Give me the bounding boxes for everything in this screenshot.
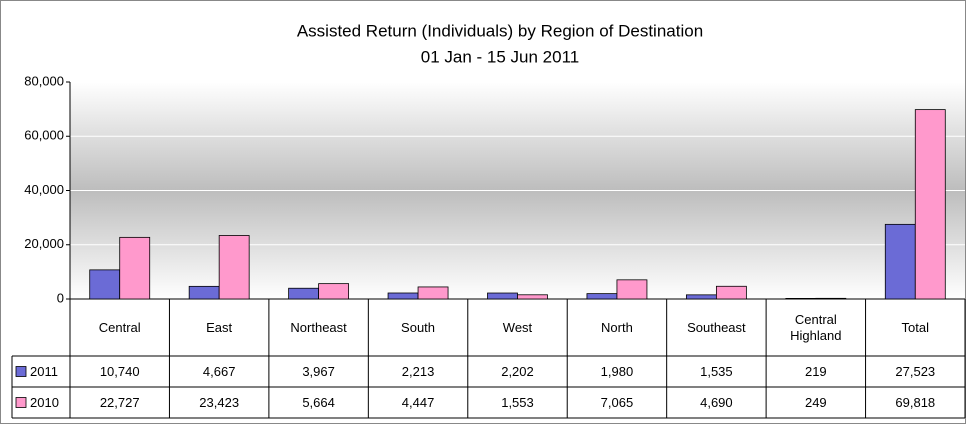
table-value: 1,553 bbox=[501, 395, 534, 410]
x-tick-label-box: Northeast bbox=[290, 319, 347, 335]
table-value: 7,065 bbox=[601, 395, 634, 410]
x-tick-label-box: Central Highland bbox=[790, 311, 842, 343]
table-value: 23,423 bbox=[199, 395, 239, 410]
x-tick-label: East bbox=[206, 319, 233, 335]
bar bbox=[914, 109, 946, 300]
bar bbox=[119, 236, 151, 300]
x-tick-label-box: Central bbox=[98, 319, 141, 335]
table-value: 22,727 bbox=[100, 395, 140, 410]
table-value: 249 bbox=[805, 395, 827, 410]
x-tick-label: West bbox=[502, 319, 533, 335]
table-value: 2,213 bbox=[402, 364, 435, 379]
x-tick-label: South bbox=[401, 319, 436, 335]
bar bbox=[517, 294, 548, 300]
bar bbox=[785, 298, 817, 300]
table-value: 4,667 bbox=[203, 364, 236, 379]
bar bbox=[89, 269, 121, 300]
bar bbox=[188, 285, 220, 300]
table-value: 69,818 bbox=[895, 395, 935, 410]
table-value: 5,664 bbox=[302, 395, 335, 410]
legend-label: 2011 bbox=[30, 364, 58, 379]
x-tick-label: Northeast bbox=[290, 319, 347, 335]
x-tick-label: Central Highland bbox=[790, 311, 842, 343]
table-value: 27,523 bbox=[895, 364, 935, 379]
x-tick-label-box: Total bbox=[901, 319, 929, 335]
table-value: 1,535 bbox=[700, 364, 733, 379]
y-tick-label: 40,000 bbox=[24, 182, 64, 197]
bar bbox=[417, 286, 449, 300]
bar bbox=[815, 297, 847, 300]
table-value: 2,202 bbox=[501, 364, 534, 379]
bar bbox=[218, 235, 250, 300]
bar bbox=[884, 223, 916, 300]
bar bbox=[685, 294, 717, 300]
table-value: 219 bbox=[805, 364, 827, 379]
x-tick-label: North bbox=[601, 319, 633, 335]
legend-label: 2010 bbox=[30, 395, 59, 410]
x-tick-label-box: North bbox=[601, 319, 633, 335]
x-tick-label-box: South bbox=[401, 319, 436, 335]
x-tick-label: Central bbox=[98, 319, 141, 335]
x-tick-label: Total bbox=[901, 319, 929, 335]
chart-subtitle: 01 Jan - 15 Jun 2011 bbox=[421, 47, 579, 66]
bar bbox=[616, 279, 648, 300]
table-value: 1,980 bbox=[601, 364, 634, 379]
y-tick-label: 60,000 bbox=[24, 128, 64, 143]
y-tick-label: 0 bbox=[57, 290, 64, 305]
x-tick-label-box: Southeast bbox=[687, 319, 746, 335]
chart-title: Assisted Return (Individuals) by Region … bbox=[297, 21, 703, 40]
legend-swatch bbox=[15, 397, 27, 408]
table-value: 10,740 bbox=[100, 364, 140, 379]
x-tick-label-box: West bbox=[502, 319, 533, 335]
y-tick-label: 20,000 bbox=[24, 236, 64, 251]
table-value: 3,967 bbox=[302, 364, 335, 379]
legend-swatch bbox=[15, 366, 27, 377]
bar bbox=[288, 287, 320, 300]
bar bbox=[318, 283, 350, 300]
x-tick-label: Southeast bbox=[687, 319, 746, 335]
bar bbox=[487, 292, 518, 300]
bar bbox=[715, 285, 747, 300]
table-value: 4,690 bbox=[700, 395, 733, 410]
table-value: 4,447 bbox=[402, 395, 435, 410]
y-tick-label: 80,000 bbox=[24, 73, 64, 88]
x-tick-label-box: East bbox=[206, 319, 233, 335]
bar bbox=[586, 293, 618, 300]
bar bbox=[387, 292, 419, 300]
